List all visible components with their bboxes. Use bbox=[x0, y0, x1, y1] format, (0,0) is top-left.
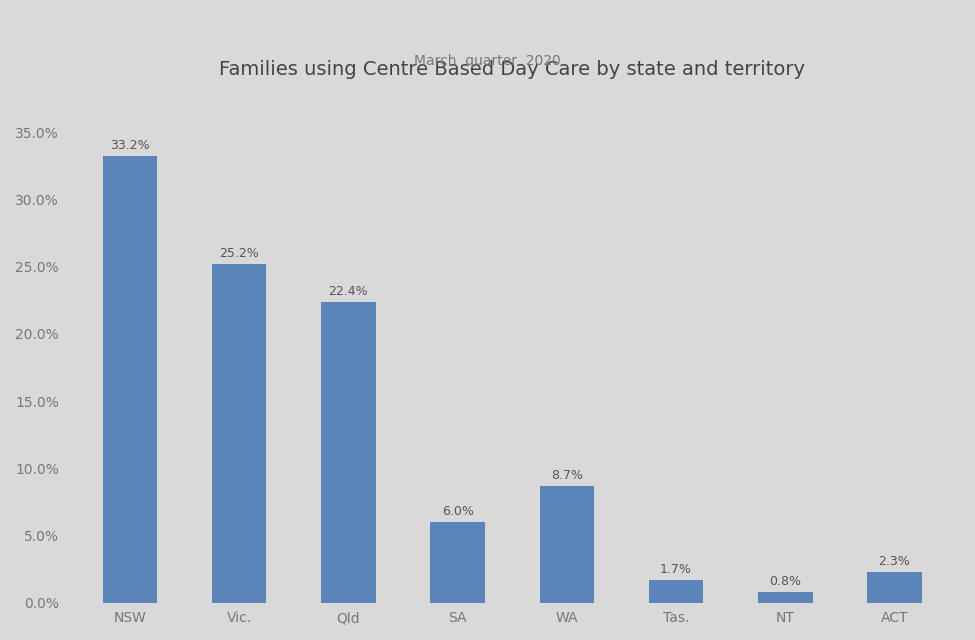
Text: March  quarter  2020: March quarter 2020 bbox=[414, 54, 561, 68]
Text: 2.3%: 2.3% bbox=[878, 555, 911, 568]
Bar bbox=[430, 522, 485, 603]
Bar bbox=[648, 580, 703, 603]
Text: 22.4%: 22.4% bbox=[329, 285, 369, 298]
Text: 8.7%: 8.7% bbox=[551, 468, 583, 482]
Text: 6.0%: 6.0% bbox=[442, 505, 474, 518]
Bar bbox=[539, 486, 594, 603]
Bar bbox=[321, 301, 375, 603]
Text: 0.8%: 0.8% bbox=[769, 575, 801, 588]
Bar bbox=[102, 156, 157, 603]
Title: Families using Centre Based Day Care by state and territory: Families using Centre Based Day Care by … bbox=[219, 60, 805, 79]
Text: 33.2%: 33.2% bbox=[110, 140, 150, 152]
Bar bbox=[867, 572, 921, 603]
Bar bbox=[212, 264, 266, 603]
Text: 25.2%: 25.2% bbox=[219, 247, 259, 260]
Text: 1.7%: 1.7% bbox=[660, 563, 692, 576]
Bar bbox=[758, 592, 812, 603]
